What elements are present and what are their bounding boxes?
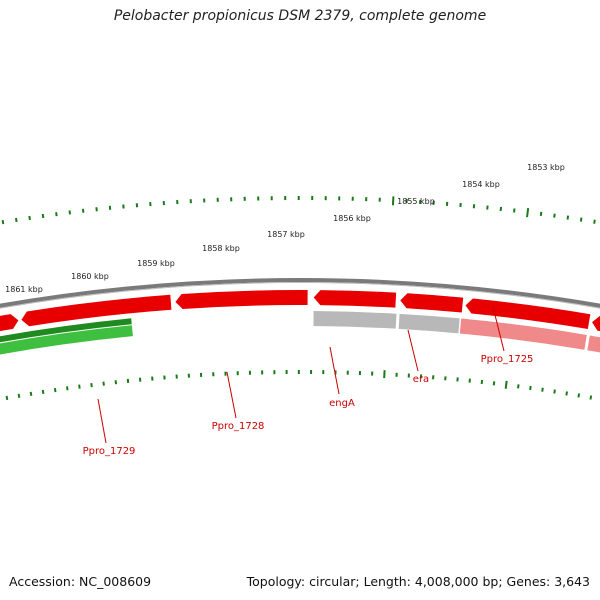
cds-faded-1 bbox=[459, 318, 587, 350]
inner-tick-track bbox=[5, 369, 593, 401]
genome-summary-text: Topology: circular; Length: 4,008,000 bp… bbox=[246, 574, 590, 589]
gene-label: Ppro_1729 bbox=[83, 446, 136, 457]
cds-forward-6 bbox=[465, 298, 591, 330]
green-track-dark bbox=[0, 318, 132, 343]
rna-gray-1 bbox=[313, 311, 397, 329]
gene-label: Ppro_1728 bbox=[212, 421, 265, 432]
gene-leader-line bbox=[226, 371, 237, 419]
outer-tick bbox=[14, 217, 18, 223]
outer-tick bbox=[539, 211, 543, 216]
kbp-label: 1856 kbp bbox=[333, 214, 371, 223]
cds-forward-5 bbox=[400, 293, 464, 313]
outer-tick bbox=[526, 208, 530, 218]
inner-tick bbox=[577, 393, 581, 398]
inner-tick bbox=[78, 384, 81, 389]
gene-label: engA bbox=[329, 398, 355, 409]
inner-tick bbox=[589, 395, 593, 400]
inner-tick bbox=[17, 393, 21, 398]
inner-tick bbox=[529, 385, 532, 391]
kbp-label: 1855 kbp bbox=[397, 197, 435, 206]
outer-tick bbox=[566, 215, 570, 220]
gene-leader-line bbox=[407, 329, 419, 372]
inner-tick bbox=[41, 389, 45, 395]
inner-tick bbox=[29, 391, 33, 396]
kbp-label: 1858 kbp bbox=[202, 244, 240, 253]
feature-tracks bbox=[0, 290, 600, 355]
kbp-label: 1854 kbp bbox=[462, 180, 500, 189]
inner-tick bbox=[517, 384, 520, 389]
kbp-label: 1853 kbp bbox=[527, 163, 565, 172]
inner-tick bbox=[565, 391, 568, 396]
kbp-label: 1860 kbp bbox=[71, 272, 109, 281]
inner-tick bbox=[5, 395, 9, 401]
cds-forward-7 bbox=[592, 315, 600, 332]
genome-backbone bbox=[0, 278, 600, 309]
inner-tick bbox=[53, 387, 57, 393]
kbp-label: 1861 kbp bbox=[5, 285, 43, 294]
outer-tick bbox=[579, 217, 583, 222]
gene-leader-line bbox=[97, 398, 107, 444]
outer-tick bbox=[1, 219, 5, 225]
gene-leader-line bbox=[492, 306, 505, 352]
gene-label: Ppro_1725 bbox=[481, 354, 534, 365]
inner-tick bbox=[553, 389, 556, 394]
green-track-light bbox=[0, 325, 133, 355]
outer-tick bbox=[55, 212, 58, 217]
backbone-line bbox=[0, 278, 600, 308]
outer-tick bbox=[593, 219, 596, 224]
backbone-highlight bbox=[0, 282, 600, 309]
inner-tick bbox=[541, 387, 544, 392]
rna-gray-2 bbox=[398, 313, 460, 334]
kbp-label: 1857 kbp bbox=[267, 230, 305, 239]
cds-forward-1 bbox=[0, 314, 19, 332]
cds-forward-4 bbox=[313, 290, 397, 308]
accession-text: Accession: NC_008609 bbox=[9, 574, 152, 589]
outer-tick-track bbox=[1, 195, 596, 225]
inner-tick bbox=[504, 380, 508, 389]
cds-forward-3 bbox=[175, 290, 308, 309]
outer-tick bbox=[28, 215, 31, 221]
cds-forward-2 bbox=[21, 294, 172, 327]
map-title: Pelobacter propionicus DSM 2379, complet… bbox=[113, 8, 487, 24]
gene-label: era bbox=[413, 374, 429, 385]
kbp-label: 1859 kbp bbox=[137, 259, 175, 268]
inner-tick bbox=[66, 386, 69, 391]
cds-faded-2 bbox=[587, 335, 600, 353]
outer-tick bbox=[41, 213, 45, 219]
kbp-scale-labels: 1853 kbp 1854 kbp 1855 kbp 1856 kbp 1857 kbp… bbox=[5, 163, 565, 294]
gene-leader-line bbox=[329, 346, 340, 395]
outer-tick bbox=[553, 213, 556, 218]
